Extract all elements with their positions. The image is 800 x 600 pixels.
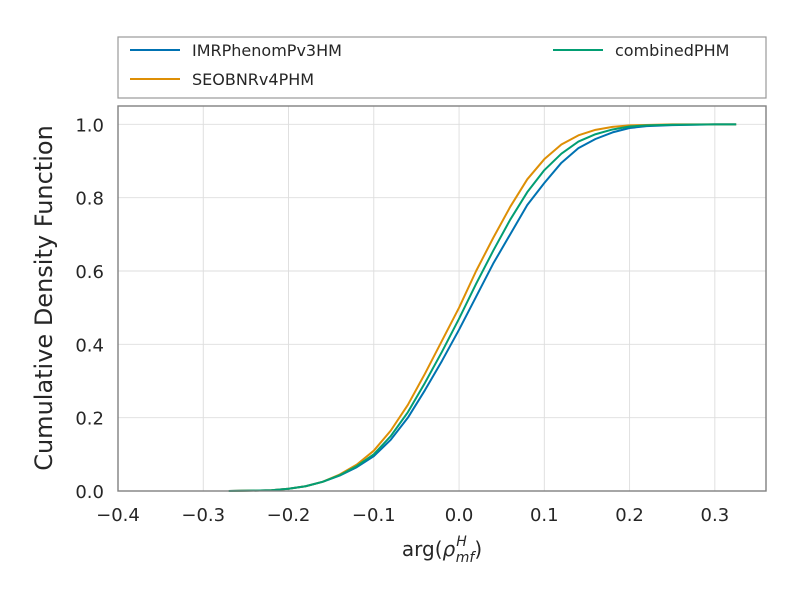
y-tick-label: 0.2 — [75, 409, 104, 430]
y-tick-labels: 0.0 0.2 0.4 0.6 0.8 1.0 — [75, 115, 104, 503]
x-tick-label: 0.1 — [530, 505, 559, 526]
legend-entry-combinedphm: combinedPHM — [553, 41, 729, 60]
x-axis-title: arg(ρH mf) — [402, 534, 482, 566]
legend-label-seobnrv4phm: SEOBNRv4PHM — [192, 70, 314, 89]
x-tick-labels: −0.4 −0.3 −0.2 −0.1 0.0 0.1 0.2 0.3 — [96, 505, 729, 526]
x-tick-label: 0.3 — [701, 505, 730, 526]
y-tick-label: 0.8 — [75, 189, 104, 210]
legend-entry-seobnrv4phm: SEOBNRv4PHM — [130, 70, 314, 89]
x-tick-label: −0.3 — [181, 505, 225, 526]
y-axis-title: Cumulative Density Function — [30, 125, 58, 471]
legend-label-imrphenompv3hm: IMRPhenomPv3HM — [192, 41, 342, 60]
x-tick-label: 0.0 — [445, 505, 474, 526]
legend-label-combinedphm: combinedPHM — [615, 41, 729, 60]
series-line-combinedphm — [228, 123, 737, 492]
y-tick-label: 0.4 — [75, 335, 104, 356]
x-tick-label: 0.2 — [615, 505, 644, 526]
y-tick-label: 0.6 — [75, 262, 104, 283]
series-lines — [228, 123, 737, 492]
y-tick-label: 0.0 — [75, 482, 104, 503]
x-tick-label: −0.1 — [352, 505, 396, 526]
plot-frame — [117, 105, 767, 492]
x-tick-label: −0.4 — [96, 505, 140, 526]
legend-box — [117, 36, 767, 99]
legend: IMRPhenomPv3HM SEOBNRv4PHM combinedPHM — [130, 41, 729, 89]
y-tick-label: 1.0 — [75, 115, 104, 136]
legend-entry-imrphenompv3hm: IMRPhenomPv3HM — [130, 41, 342, 60]
x-tick-label: −0.2 — [267, 505, 311, 526]
plot-area — [118, 106, 766, 491]
